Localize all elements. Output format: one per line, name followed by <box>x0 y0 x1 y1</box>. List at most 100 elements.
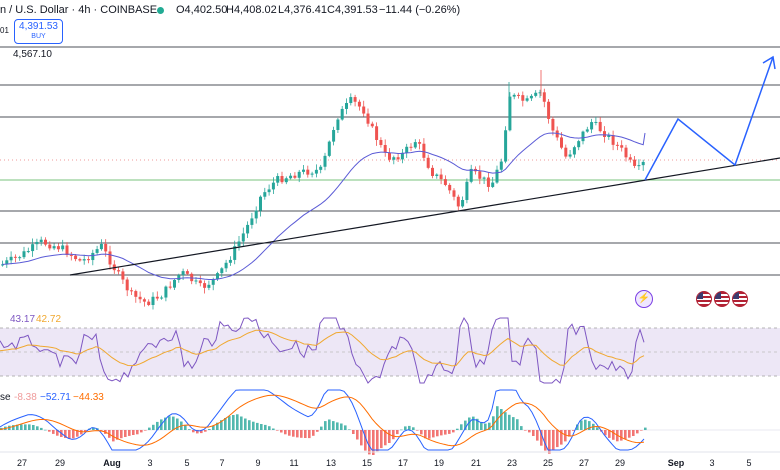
candle[interactable] <box>392 157 396 160</box>
candle[interactable] <box>340 108 344 120</box>
candle[interactable] <box>465 181 469 200</box>
candle[interactable] <box>572 147 576 155</box>
candle[interactable] <box>61 245 65 250</box>
candle[interactable] <box>314 169 318 174</box>
candle[interactable] <box>259 196 262 211</box>
candle[interactable] <box>95 249 99 253</box>
candle[interactable] <box>293 175 297 178</box>
candle[interactable] <box>422 143 426 158</box>
candle[interactable] <box>598 121 602 132</box>
candle[interactable] <box>396 157 400 160</box>
candle[interactable] <box>426 157 430 168</box>
candle[interactable] <box>284 178 288 183</box>
candle[interactable] <box>1 264 4 266</box>
candle[interactable] <box>568 154 572 157</box>
candle[interactable] <box>603 131 606 137</box>
candle[interactable] <box>78 259 82 261</box>
candle[interactable] <box>44 239 47 245</box>
candle[interactable] <box>9 256 13 261</box>
candle[interactable] <box>87 259 90 261</box>
candle[interactable] <box>362 106 366 114</box>
candle[interactable] <box>104 243 108 252</box>
buy-button[interactable]: 4,391.53 BUY <box>14 19 63 44</box>
candle[interactable] <box>151 296 155 305</box>
candle[interactable] <box>237 241 241 247</box>
candle[interactable] <box>246 224 250 234</box>
candle[interactable] <box>495 169 499 183</box>
candle[interactable] <box>26 251 30 253</box>
candle[interactable] <box>456 196 460 207</box>
candle[interactable] <box>349 97 353 104</box>
candle[interactable] <box>82 259 86 261</box>
candle[interactable] <box>521 95 525 101</box>
candle[interactable] <box>267 189 271 193</box>
candle[interactable] <box>323 155 327 167</box>
candle[interactable] <box>607 135 611 137</box>
candle[interactable] <box>637 165 641 167</box>
candle[interactable] <box>448 184 452 191</box>
candle[interactable] <box>74 255 78 260</box>
candle[interactable] <box>297 171 301 178</box>
candle[interactable] <box>31 244 35 252</box>
candle[interactable] <box>250 218 254 225</box>
candle[interactable] <box>177 275 181 281</box>
candle[interactable] <box>147 301 151 305</box>
candle[interactable] <box>469 168 473 182</box>
candle[interactable] <box>461 199 465 207</box>
candle[interactable] <box>590 122 594 130</box>
candle[interactable] <box>310 173 314 175</box>
us-flag-icon[interactable] <box>714 291 730 307</box>
candle[interactable] <box>345 103 348 109</box>
candle[interactable] <box>233 246 237 260</box>
candle[interactable] <box>194 280 198 282</box>
candle[interactable] <box>439 174 443 180</box>
candle[interactable] <box>508 96 512 131</box>
candle[interactable] <box>633 159 637 166</box>
candle[interactable] <box>164 286 168 298</box>
candle[interactable] <box>108 251 112 265</box>
candle[interactable] <box>332 129 336 142</box>
us-flag-icon[interactable] <box>696 291 712 307</box>
candle[interactable] <box>435 174 439 176</box>
candle[interactable] <box>409 146 413 148</box>
candle[interactable] <box>418 142 422 144</box>
candle[interactable] <box>99 243 103 250</box>
us-flag-icon[interactable] <box>732 291 748 307</box>
candle[interactable] <box>224 262 228 269</box>
candle[interactable] <box>35 241 39 245</box>
candle[interactable] <box>52 246 56 249</box>
candle[interactable] <box>185 271 189 274</box>
candle[interactable] <box>254 210 258 219</box>
candle[interactable] <box>547 101 551 119</box>
candle[interactable] <box>478 171 482 179</box>
candle[interactable] <box>155 296 159 299</box>
candle[interactable] <box>327 141 331 156</box>
candle[interactable] <box>130 290 133 292</box>
candle[interactable] <box>263 192 267 197</box>
symbol-title[interactable]: n / U.S. Dollar · 4h · COINBASE <box>0 4 158 16</box>
candle[interactable] <box>353 97 357 102</box>
candle[interactable] <box>125 279 129 291</box>
candle[interactable] <box>173 280 176 288</box>
candle[interactable] <box>69 254 73 256</box>
candle[interactable] <box>620 145 624 148</box>
candle[interactable] <box>482 177 486 179</box>
candle[interactable] <box>624 147 628 158</box>
candle[interactable] <box>91 252 95 261</box>
candle[interactable] <box>65 245 69 255</box>
candle[interactable] <box>534 92 538 96</box>
candle[interactable] <box>388 152 391 160</box>
candle[interactable] <box>39 239 43 242</box>
candle[interactable] <box>512 94 516 97</box>
candle[interactable] <box>379 139 383 146</box>
candle[interactable] <box>499 161 503 170</box>
candle[interactable] <box>366 113 370 124</box>
candle[interactable] <box>400 152 404 160</box>
candle[interactable] <box>138 296 142 300</box>
candle[interactable] <box>491 182 495 187</box>
candle[interactable] <box>538 92 542 94</box>
candle[interactable] <box>280 176 284 183</box>
candle[interactable] <box>134 291 138 297</box>
candle[interactable] <box>336 119 340 130</box>
